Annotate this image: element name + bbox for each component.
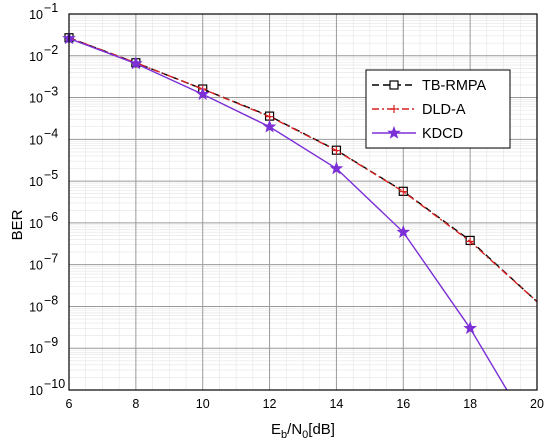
y-tick-base: 10 bbox=[29, 8, 43, 22]
x-axis-label: Eb/N0[dB] bbox=[271, 421, 335, 441]
y-tick-label: 10 bbox=[29, 8, 43, 22]
y-tick-exponent: −6 bbox=[44, 210, 58, 224]
y-tick-label: 10 bbox=[29, 217, 43, 231]
y-tick-base: 10 bbox=[29, 133, 43, 147]
y-tick-labels: 10 −110 −210 −310 −410 −510 −610 −710 −810 −910 −1… bbox=[29, 1, 65, 398]
y-tick-exponent: −3 bbox=[44, 85, 58, 99]
legend: TB-RMPA DLD-A KDCD bbox=[365, 69, 511, 149]
x-label-sub1: b bbox=[281, 429, 287, 441]
y-tick-label: 10 bbox=[29, 92, 43, 106]
legend-swatch-marker bbox=[389, 80, 399, 90]
data-point-marker bbox=[329, 161, 344, 175]
y-tick-base: 10 bbox=[29, 259, 43, 273]
y-tick-base: 10 bbox=[29, 175, 43, 189]
y-tick-label: 10 bbox=[29, 300, 43, 314]
y-tick-exponent: −10 bbox=[44, 377, 65, 391]
y-tick-base: 10 bbox=[29, 217, 43, 231]
y-tick-exponent: −2 bbox=[44, 43, 58, 57]
legend-label: TB-RMPA bbox=[422, 78, 487, 94]
data-point-marker bbox=[463, 321, 477, 335]
legend-label: DLD-A bbox=[422, 102, 466, 118]
y-tick-label: 10 bbox=[29, 259, 43, 273]
data-point-marker bbox=[399, 187, 408, 196]
x-label-main: E bbox=[271, 421, 281, 438]
y-tick-label: 10 bbox=[29, 133, 43, 147]
series-line bbox=[68, 37, 508, 391]
y-tick-exponent: −5 bbox=[44, 168, 58, 182]
data-point-marker bbox=[265, 112, 274, 121]
y-tick-base: 10 bbox=[29, 50, 43, 64]
y-tick-exponent: −7 bbox=[44, 252, 58, 266]
data-point-marker bbox=[129, 56, 143, 70]
y-tick-base: 10 bbox=[29, 92, 43, 106]
data-point-marker bbox=[262, 119, 277, 133]
y-tick-label: 10 bbox=[29, 50, 43, 64]
legend-swatch-marker bbox=[390, 105, 398, 113]
data-point-marker bbox=[332, 146, 341, 155]
x-tick-label: 14 bbox=[329, 397, 343, 411]
x-tick-label: 20 bbox=[530, 397, 544, 411]
x-tick-label: 6 bbox=[66, 397, 73, 411]
y-tick-base: 10 bbox=[29, 300, 43, 314]
legend-swatch-marker bbox=[387, 125, 401, 139]
plot-frame bbox=[68, 13, 538, 391]
y-tick-exponent: −1 bbox=[44, 1, 58, 15]
y-axis-label: BER bbox=[9, 209, 26, 240]
y-tick-base: 10 bbox=[29, 384, 43, 398]
x-label-tail: [dB] bbox=[308, 421, 335, 438]
data-point-marker bbox=[466, 237, 475, 246]
x-tick-label: 18 bbox=[463, 397, 477, 411]
y-tick-exponent: −8 bbox=[44, 293, 58, 307]
y-tick-exponent: −9 bbox=[44, 335, 58, 349]
legend-item-dld-a: DLD-A bbox=[372, 102, 466, 118]
data-point-marker bbox=[396, 225, 411, 238]
series-line bbox=[68, 37, 538, 303]
y-tick-label: 10 bbox=[29, 384, 43, 398]
legend-item-tb-rmpa: TB-RMPA bbox=[372, 78, 487, 94]
x-tick-label: 8 bbox=[132, 397, 139, 411]
minor-grid bbox=[69, 14, 537, 390]
legend-label: KDCD bbox=[422, 126, 463, 142]
x-tick-label: 16 bbox=[396, 397, 410, 411]
data-point-marker bbox=[195, 87, 210, 101]
x-tick-label: 10 bbox=[196, 397, 210, 411]
y-tick-label: 10 bbox=[29, 342, 43, 356]
y-tick-label: 10 bbox=[29, 175, 43, 189]
x-label-sub2: 0 bbox=[302, 429, 308, 441]
legend-item-kdcd: KDCD bbox=[372, 125, 463, 142]
x-label-mid: /N bbox=[287, 421, 302, 438]
y-tick-base: 10 bbox=[29, 342, 43, 356]
series-line bbox=[68, 37, 538, 303]
x-tick-label: 12 bbox=[263, 397, 277, 411]
x-tick-labels: 6 8 10 12 14 16 18 20 bbox=[66, 397, 544, 411]
y-tick-exponent: −4 bbox=[44, 126, 58, 140]
